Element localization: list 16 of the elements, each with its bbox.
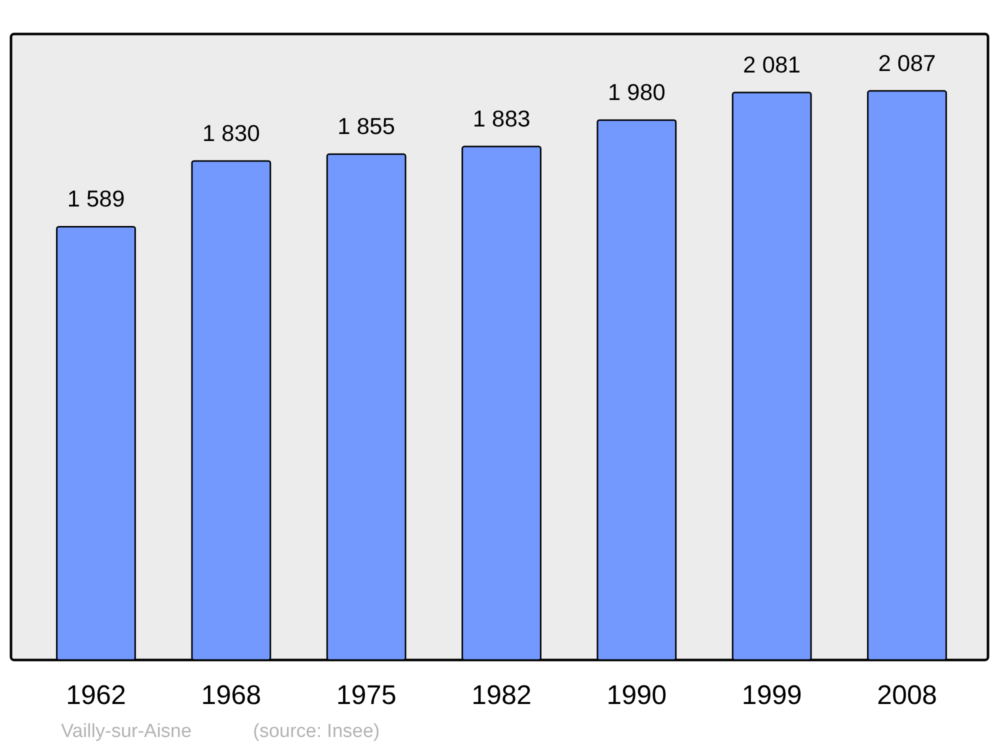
data-label: 1 883 xyxy=(472,106,530,132)
text: Vailly-sur-Aisne xyxy=(61,721,192,742)
data-label: 2 081 xyxy=(743,52,801,78)
x-tick-label: 1982 xyxy=(471,680,532,710)
data-label: 1 589 xyxy=(67,186,125,212)
text: (source: Insee) xyxy=(253,721,380,742)
data-label: 2 087 xyxy=(878,50,936,76)
x-tick-label: 1999 xyxy=(742,680,802,710)
x-tick-label: 2008 xyxy=(876,680,938,710)
data-label: 1 980 xyxy=(608,79,666,106)
data-label: 1 830 xyxy=(202,120,260,146)
x-tick-label: 1990 xyxy=(606,680,667,710)
x-tick-label: 1962 xyxy=(66,680,126,710)
data-label: 1 855 xyxy=(338,113,396,140)
x-tick-label: 1975 xyxy=(336,680,396,710)
x-tick-label: 1968 xyxy=(201,680,262,710)
